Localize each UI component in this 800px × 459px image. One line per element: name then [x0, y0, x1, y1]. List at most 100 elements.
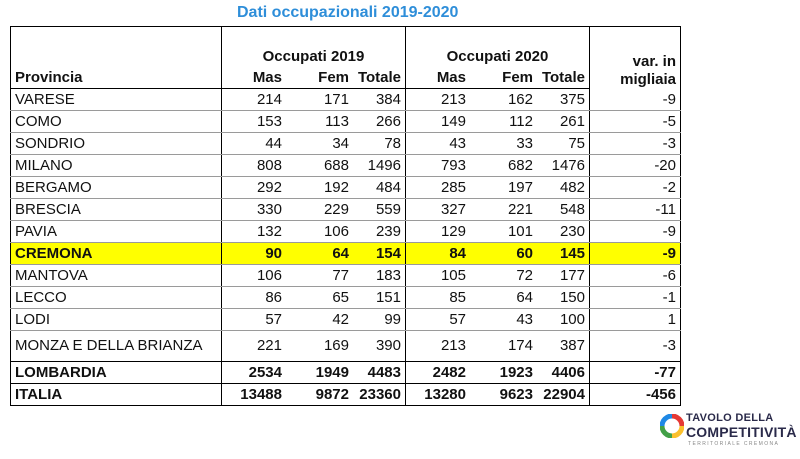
header-col-totale-2019: Totale: [353, 67, 406, 89]
cell-fem-2020: 1923: [470, 361, 537, 384]
table-row-total: ITALIA 13488 9872 23360 13280 9623 22904 -456: [10, 383, 681, 406]
cell-fem-2020: 43: [470, 308, 537, 331]
cell-provincia: VARESE: [10, 88, 222, 111]
cell-provincia: BERGAMO: [10, 176, 222, 199]
cell-mas-2020: 285: [405, 176, 470, 199]
cell-mas-2020: 85: [405, 286, 470, 309]
cell-provincia: MILANO: [10, 154, 222, 177]
table-row: MONZA E DELLA BRIANZA 221 169 390 213 174 387-…: [10, 330, 681, 362]
cell-totale-2019: 559: [353, 198, 406, 221]
cell-totale-2020: 548: [537, 198, 590, 221]
cell-provincia: MONZA E DELLA BRIANZA: [10, 330, 222, 362]
table-row: BERGAMO 292 192 484 285 197 482 -2: [10, 176, 681, 199]
cell-mas-2020: 43: [405, 132, 470, 155]
cell-var: -20: [589, 154, 681, 177]
cell-totale-2020: 22904: [537, 383, 590, 406]
cell-var: -11: [589, 198, 681, 221]
cell-totale-2020: 230: [537, 220, 590, 243]
logo-line1: TAVOLO DELLA: [686, 412, 774, 424]
cell-fem-2019: 1949: [286, 361, 353, 384]
cell-fem-2019: 42: [286, 308, 353, 331]
table-row: SONDRIO 44 34 78 43 33 75 -3: [10, 132, 681, 155]
cell-provincia: CREMONA: [10, 242, 222, 265]
cell-totale-2020: 145: [537, 242, 590, 265]
table-row: PAVIA 132 106 239 129 101 230 -9: [10, 220, 681, 243]
logo-line2: COMPETITIVITÀ: [686, 424, 797, 440]
table-row-highlighted: CREMONA 90 64 154 84 60 145 -9: [10, 242, 681, 265]
cell-fem-2019: 229: [286, 198, 353, 221]
cell-mas-2019: 132: [221, 220, 286, 243]
cell-fem-2019: 106: [286, 220, 353, 243]
table-row-total: LOMBARDIA 2534 1949 4483 2482 1923 4406 -77: [10, 361, 681, 384]
header-group-2020: Occupati 2020: [405, 26, 590, 67]
cell-totale-2020: 375: [537, 88, 590, 111]
header-col-fem-2019: Fem: [286, 67, 353, 89]
cell-mas-2020: 213: [405, 330, 470, 362]
header-row-cols: Provincia Mas Fem Totale Mas Fem Totale: [10, 67, 681, 89]
cell-mas-2019: 86: [221, 286, 286, 309]
cell-var: -1: [589, 286, 681, 309]
logo-line3: TERRITORIALE CREMONA: [688, 441, 780, 447]
cell-totale-2019: 239: [353, 220, 406, 243]
table-row: LODI 57 42 99 57 43 100 1: [10, 308, 681, 331]
cell-totale-2019: 1496: [353, 154, 406, 177]
cell-var: -2: [589, 176, 681, 199]
cell-fem-2019: 169: [286, 330, 353, 362]
cell-provincia: PAVIA: [10, 220, 222, 243]
cell-fem-2019: 171: [286, 88, 353, 111]
cell-provincia: LECCO: [10, 286, 222, 309]
cell-mas-2019: 292: [221, 176, 286, 199]
cell-totale-2019: 23360: [353, 383, 406, 406]
cell-provincia: COMO: [10, 110, 222, 133]
cell-totale-2019: 78: [353, 132, 406, 155]
cell-totale-2020: 482: [537, 176, 590, 199]
cell-var: -9: [589, 242, 681, 265]
cell-var: -77: [589, 361, 681, 384]
cell-mas-2019: 221: [221, 330, 286, 362]
cell-fem-2020: 112: [470, 110, 537, 133]
cell-provincia: BRESCIA: [10, 198, 222, 221]
cell-mas-2019: 330: [221, 198, 286, 221]
header-group-2019: Occupati 2019: [221, 26, 406, 67]
table-row: MILANO 808 688 1496 793 682 1476 -20: [10, 154, 681, 177]
cell-mas-2020: 793: [405, 154, 470, 177]
table-row: MANTOVA 106 77 183 105 72 177 -6: [10, 264, 681, 287]
cell-var: -9: [589, 220, 681, 243]
cell-fem-2020: 221: [470, 198, 537, 221]
cell-fem-2019: 77: [286, 264, 353, 287]
cell-var: -3: [589, 132, 681, 155]
table-row: LECCO 86 65 151 85 64 150 -1: [10, 286, 681, 309]
cell-mas-2019: 90: [221, 242, 286, 265]
cell-fem-2020: 64: [470, 286, 537, 309]
cell-fem-2020: 101: [470, 220, 537, 243]
header-row-groups: Occupati 2019 Occupati 2020 var. in migl…: [10, 26, 681, 89]
cell-totale-2020: 387: [537, 330, 590, 362]
cell-totale-2019: 384: [353, 88, 406, 111]
table-row: COMO 153 113 266 149 112 261 -5: [10, 110, 681, 133]
cell-fem-2019: 192: [286, 176, 353, 199]
cell-totale-2019: 154: [353, 242, 406, 265]
cell-totale-2019: 266: [353, 110, 406, 133]
cell-fem-2020: 174: [470, 330, 537, 362]
page-title: Dati occupazionali 2019-2020: [237, 4, 459, 21]
cell-mas-2020: 327: [405, 198, 470, 221]
cell-fem-2019: 65: [286, 286, 353, 309]
cell-provincia: SONDRIO: [10, 132, 222, 155]
logo-mark-icon: [660, 414, 684, 438]
cell-totale-2020: 4406: [537, 361, 590, 384]
cell-provincia: MANTOVA: [10, 264, 222, 287]
header-provincia: Provincia: [10, 67, 222, 89]
cell-fem-2020: 162: [470, 88, 537, 111]
cell-fem-2020: 33: [470, 132, 537, 155]
header-col-totale-2020: Totale: [537, 67, 590, 89]
header-var-line2: migliaia: [620, 70, 676, 88]
cell-fem-2019: 113: [286, 110, 353, 133]
cell-provincia: ITALIA: [10, 383, 222, 406]
cell-fem-2020: 197: [470, 176, 537, 199]
table-row: VARESE 214 171 384 213 162 375 -9: [10, 88, 681, 111]
cell-fem-2019: 9872: [286, 383, 353, 406]
cell-mas-2019: 214: [221, 88, 286, 111]
cell-var: -9: [589, 88, 681, 111]
table-row: BRESCIA 330 229 559 327 221 548 -11: [10, 198, 681, 221]
cell-mas-2019: 2534: [221, 361, 286, 384]
